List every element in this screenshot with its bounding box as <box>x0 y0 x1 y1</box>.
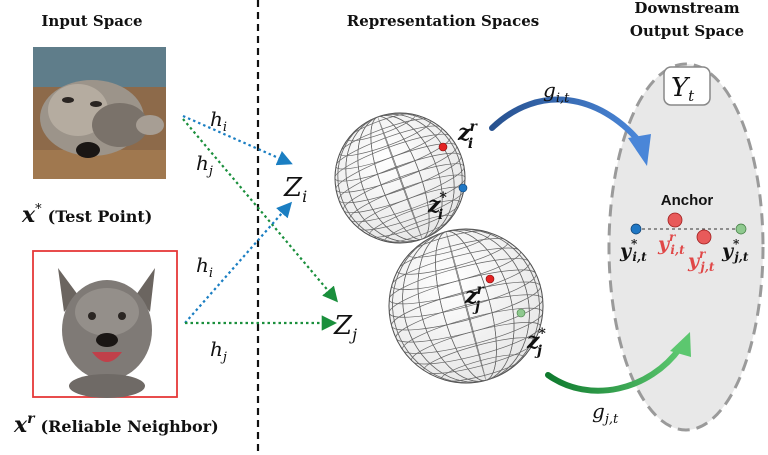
label-zj-r: zr j <box>464 282 486 315</box>
label-yj-star: y* j,t <box>721 237 749 264</box>
label-yi-star: y* i,t <box>619 237 647 264</box>
head-arrow-g-i-tip <box>628 134 651 166</box>
space-label-zj: Zj <box>333 311 357 344</box>
head-arrow-g-i <box>489 96 641 143</box>
label-yj-r: yr j,t <box>687 247 715 274</box>
header-representation-spaces: Representation Spaces <box>347 12 539 30</box>
point-yi-star <box>630 223 642 235</box>
head-label-g-j: gj,t <box>592 399 619 427</box>
point-yi-r <box>667 212 683 228</box>
reliable-neighbor-image <box>32 250 178 398</box>
test-point-image <box>33 47 166 179</box>
sphere-zj <box>388 228 544 384</box>
point-yj-star <box>735 223 747 235</box>
reliable-neighbor-label: xr (Reliable Neighbor) <box>13 411 219 438</box>
encoder-label-hi-bottom: hi <box>196 253 213 281</box>
label-zi-r: zr i <box>457 119 479 152</box>
label-yi-r: yr i,t <box>657 230 685 257</box>
output-space-label: Yt <box>671 73 695 105</box>
encoder-label-hj-top: hj <box>196 151 213 179</box>
label-zi-star: z* i <box>427 190 448 223</box>
head-label-g-i: gi,t <box>543 78 570 106</box>
point-zi-r <box>438 142 448 152</box>
test-point-label: x* (Test Point) <box>21 202 152 228</box>
point-yj-r <box>696 229 712 245</box>
head-arrow-g-j-tip <box>670 332 691 357</box>
header-output-space: Output Space <box>630 22 744 40</box>
encoder-label-hj-bottom: hj <box>210 337 227 365</box>
arrow-neighbor-to-zi <box>184 201 293 324</box>
arrow-test-to-zj <box>182 118 338 303</box>
point-zi-star <box>458 183 468 193</box>
space-label-zi: Zi <box>283 173 307 206</box>
label-zj-star: z* j <box>526 326 547 359</box>
head-arrow-g-j <box>545 345 683 394</box>
output-space-label-box <box>663 66 711 106</box>
header-downstream: Downstream <box>634 0 739 17</box>
point-zj-r <box>485 274 495 284</box>
encoder-label-hi-top: hi <box>210 107 227 135</box>
header-input-space: Input Space <box>41 12 142 30</box>
point-zj-star <box>516 308 526 318</box>
anchor-label: Anchor <box>661 192 714 209</box>
